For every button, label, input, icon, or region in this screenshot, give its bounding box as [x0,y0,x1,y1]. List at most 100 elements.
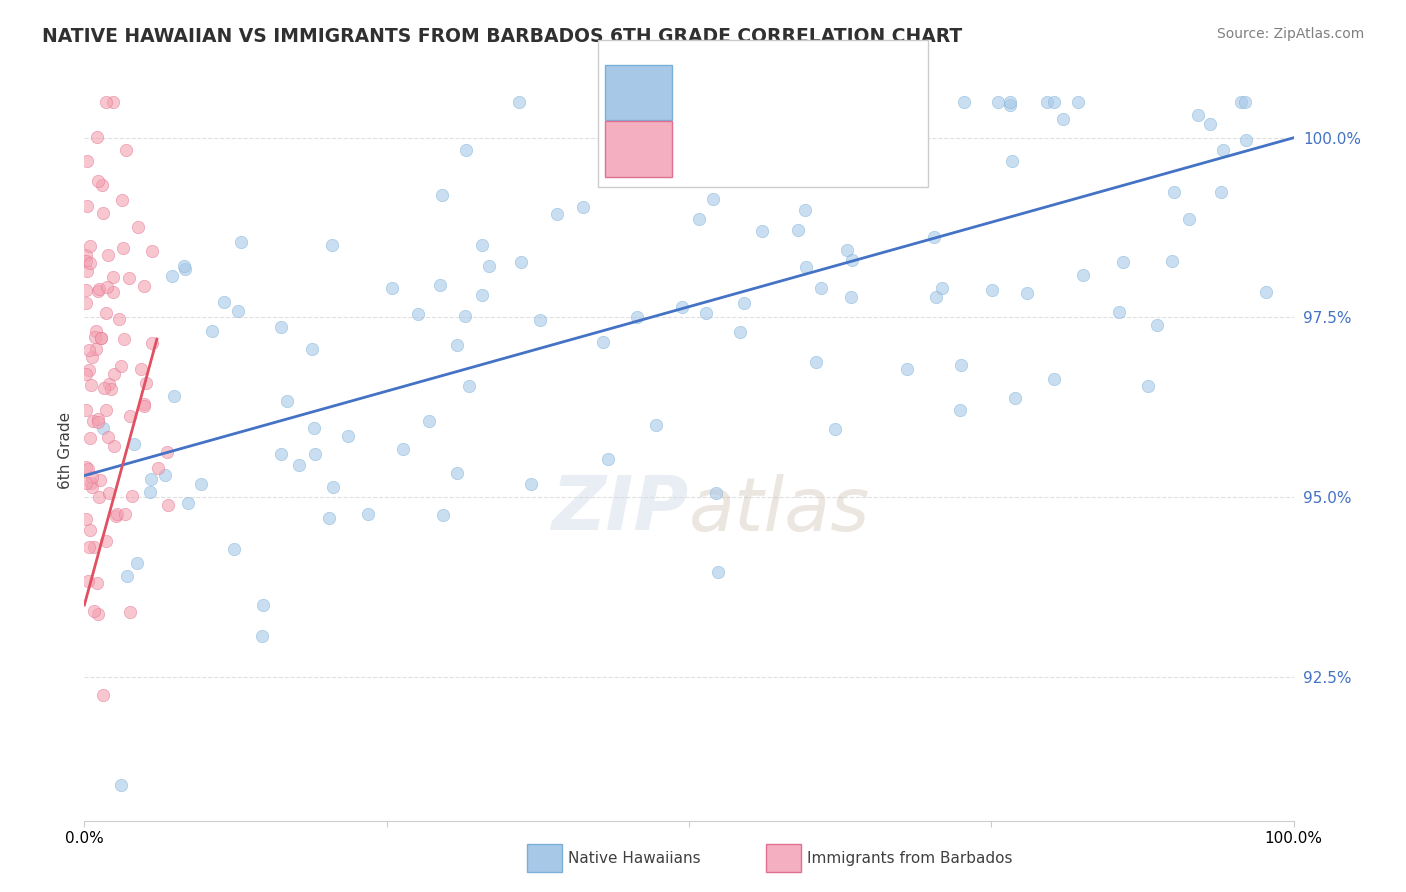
Point [922,229,945,244]
Point [76,574,98,588]
Point [155,468,177,483]
Point [121,489,143,503]
Point [76,264,98,278]
Point [83,603,105,617]
Point [695,306,717,320]
Point [79,476,101,491]
Point [318,510,340,524]
Point [1043,372,1066,386]
Point [97,429,120,443]
Point [141,244,163,258]
Point [924,290,946,304]
Point [115,143,138,157]
Point [454,143,477,157]
Point [728,325,751,339]
Text: ZIP: ZIP [551,473,689,546]
Point [598,451,620,466]
Point [120,605,142,619]
Point [870,145,893,160]
Point [93,688,115,702]
Point [160,269,183,284]
Point [77,363,100,377]
Point [87,281,110,295]
Point [100,382,122,396]
Point [841,252,863,267]
Point [337,429,360,443]
Point [93,381,115,395]
Point [127,220,149,235]
Point [356,507,378,521]
Point [430,187,453,202]
Point [477,259,499,273]
Point [103,367,125,381]
Point [592,335,614,350]
Point [797,117,820,131]
Point [94,95,117,109]
Point [97,486,120,500]
Point [110,359,132,373]
Point [135,376,157,391]
Point [953,95,976,109]
Point [80,378,103,392]
Point [91,178,114,192]
Point [835,243,858,257]
Text: Native Hawaiians: Native Hawaiians [568,851,700,865]
Point [103,439,125,453]
Point [76,199,98,213]
Point [406,307,429,321]
Point [1136,378,1159,392]
Point [1198,117,1220,131]
Point [1052,112,1074,126]
Point [980,283,1002,297]
Point [129,362,152,376]
Point [86,174,108,188]
Point [190,476,212,491]
Point [806,354,828,368]
Point [626,310,648,324]
Point [86,607,108,622]
Point [733,296,755,310]
Point [446,466,468,480]
Point [146,460,169,475]
Point [529,312,551,326]
Point [114,507,136,521]
Point [84,342,107,356]
Point [751,224,773,238]
Point [672,131,695,145]
Point [322,480,344,494]
Point [127,556,149,570]
Point [432,508,454,522]
Point [156,444,179,458]
Y-axis label: 6th Grade: 6th Grade [58,412,73,489]
Point [222,542,245,557]
Point [84,324,107,338]
Point [704,486,727,500]
Point [75,475,97,490]
Point [86,576,108,591]
Point [96,306,118,320]
Point [471,287,494,301]
Point [86,129,108,144]
Point [79,524,101,538]
Point [794,260,817,274]
Point [87,490,110,504]
Point [1234,95,1257,109]
Point [645,418,668,433]
Point [101,285,124,299]
Point [508,95,530,109]
Point [91,420,114,434]
Point [458,379,481,393]
Point [96,279,118,293]
Point [1234,133,1257,147]
Point [321,238,343,252]
Point [91,206,114,220]
Point [1108,305,1130,319]
Text: R =  0.195   N = 87: R = 0.195 N = 87 [676,133,883,153]
Point [79,431,101,445]
Point [810,281,832,295]
Point [132,397,155,411]
Point [794,202,817,217]
Point [446,338,468,352]
Point [132,279,155,293]
Point [162,389,184,403]
